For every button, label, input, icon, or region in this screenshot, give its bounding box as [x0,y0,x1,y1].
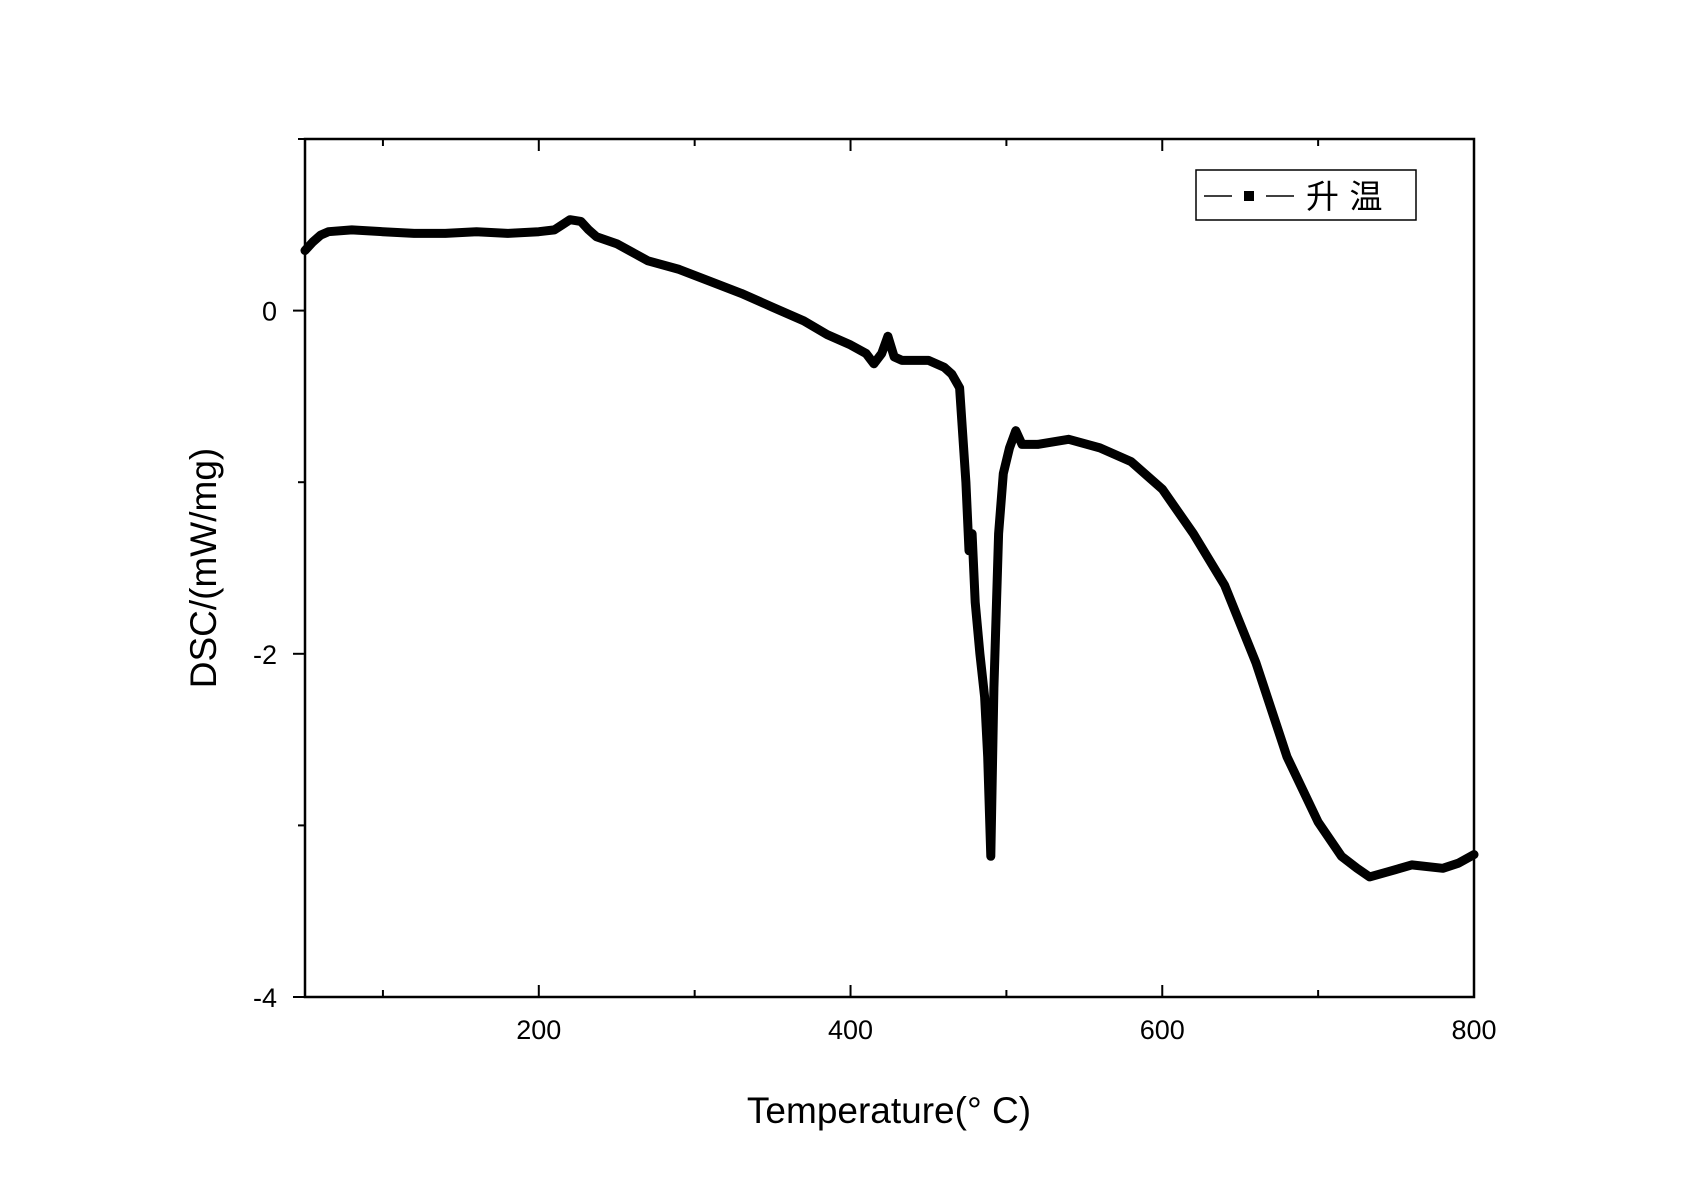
x-tick-label: 400 [828,1015,873,1045]
legend: 升 温 [1195,169,1417,221]
series-line-heating [300,215,1479,882]
axis-tick-labels: 200 400 600 800 0 -2 -4 [253,297,1497,1045]
y-tick-label: 0 [262,297,277,327]
plot-frame [303,137,1476,999]
y-tick-label: -4 [253,983,277,1013]
x-tick-label: 200 [516,1015,561,1045]
y-axis-title: DSC/(mW/mg) [183,448,224,688]
x-axis-title: Temperature(° C) [747,1090,1031,1131]
legend-label: 升 温 [1306,177,1383,216]
x-tick-label: 600 [1140,1015,1185,1045]
legend-box [1195,169,1417,221]
legend-marker-square [1244,191,1254,201]
x-tick-label: 800 [1451,1015,1496,1045]
y-tick-label: -2 [253,640,277,670]
axis-ticks [293,138,1475,998]
